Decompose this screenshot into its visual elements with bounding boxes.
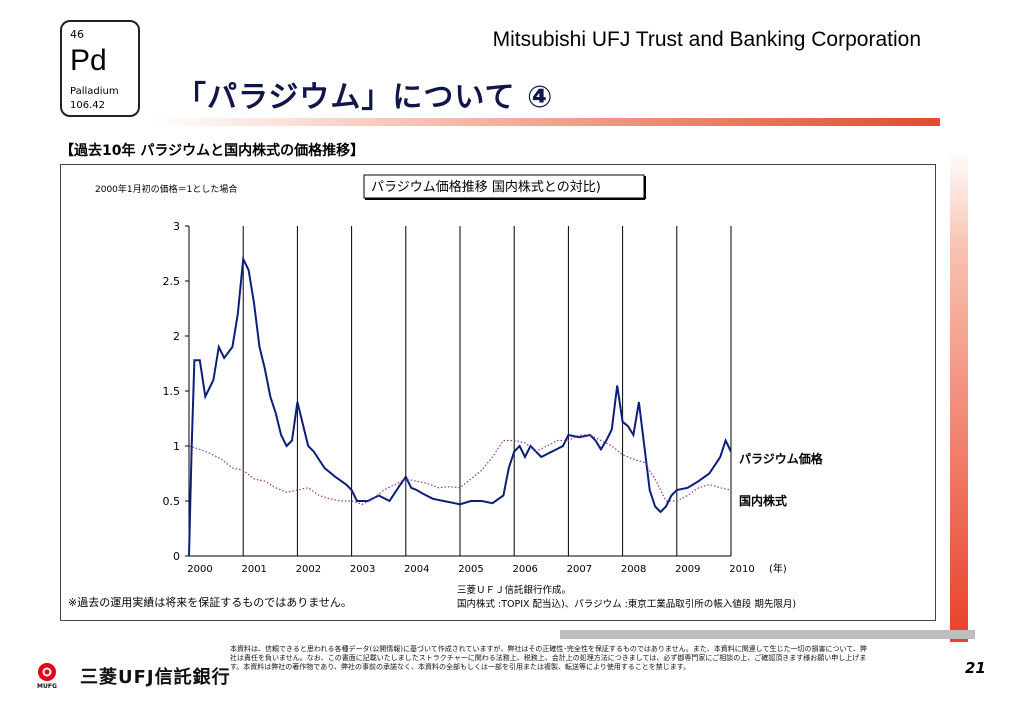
disclaimer-text: 本資料は、信頼できると思われる各種データ(公開情報)に基づいて作成されていますが…	[230, 645, 867, 671]
chart-frame: 2000年1月初の価格＝1とした場合 パラジウム価格推移 国内株式との対比) 2…	[60, 164, 936, 621]
x-tick-label: 2006	[512, 564, 537, 575]
element-number: 46	[70, 28, 84, 41]
chart-title: パラジウム価格推移 国内株式との対比)	[371, 179, 601, 195]
svg-text:MUFG: MUFG	[37, 683, 57, 689]
side-accent-bar	[950, 150, 968, 642]
x-tick-label: 2005	[458, 564, 483, 575]
x-tick-label: 2007	[567, 564, 592, 575]
section-heading: 【過去10年 パラジウムと国内株式の価格推移】	[60, 143, 365, 159]
page-title: 「パラジウム」について ④	[176, 80, 554, 115]
axis-layer	[185, 225, 732, 557]
element-mass: 106.42	[70, 100, 105, 111]
basis-note: 2000年1月初の価格＝1とした場合	[95, 183, 237, 195]
series-label-0: パラジウム価格	[739, 451, 824, 466]
element-tile: 46 Pd Palladium 106.42	[60, 20, 140, 117]
grid-layer	[242, 226, 678, 556]
y-tick-label: 3	[173, 220, 180, 233]
x-tick-label: 2004	[404, 564, 429, 575]
x-tick-label: 2000	[187, 564, 212, 575]
series-layer	[188, 255, 732, 557]
chart: 2000年1月初の価格＝1とした場合 パラジウム価格推移 国内株式との対比) 2…	[68, 174, 824, 610]
label-layer: 2000 2001 2002 2003 2004 2005 2006 2007 2008 2009…	[163, 220, 824, 575]
past-performance-note: ※過去の運用実績は将来を保証するものではありません。	[68, 595, 352, 609]
source-note-line2: 国内株式 :TOPIX 配当込)、パラジウム :東京工業品取引所の帳入値段 期先…	[457, 598, 796, 610]
element-name: Palladium	[70, 86, 119, 97]
footer-gray-bar	[560, 630, 975, 639]
series-line-1	[188, 434, 732, 505]
series-label-1: 国内株式	[739, 493, 787, 508]
x-axis-unit: (年)	[769, 562, 787, 575]
x-tick-label: 2003	[350, 564, 375, 575]
bank-logo-name: 三菱UFJ信託銀行	[80, 667, 231, 688]
x-tick-label: 2008	[621, 564, 646, 575]
source-note-line1: 三菱ＵＦＪ信託銀行作成。	[457, 584, 571, 596]
x-tick-label: 2009	[675, 564, 700, 575]
series-line-0	[188, 255, 732, 557]
y-tick-label: 0	[173, 550, 180, 563]
x-tick-label: 2010	[729, 564, 754, 575]
y-tick-label: 0.5	[163, 495, 181, 508]
title-underline	[150, 118, 940, 126]
company-name: Mitsubishi UFJ Trust and Banking Corpora…	[492, 28, 921, 51]
element-symbol: Pd	[70, 44, 107, 77]
y-tick-label: 2.5	[163, 275, 181, 288]
x-tick-label: 2001	[241, 564, 266, 575]
x-tick-label: 2002	[296, 564, 321, 575]
mufg-logo-icon: MUFG	[37, 663, 57, 689]
y-tick-label: 1.5	[163, 385, 181, 398]
y-tick-label: 2	[173, 330, 180, 343]
y-tick-label: 1	[173, 440, 180, 453]
page-number: 21	[965, 659, 986, 677]
